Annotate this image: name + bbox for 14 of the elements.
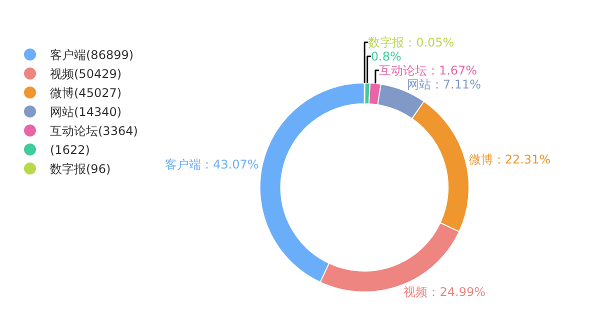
legend-label: 客户端(86899) (50, 48, 134, 62)
legend-label: 视频(50429) (50, 67, 122, 82)
data-label: 视频：24.99% (404, 284, 486, 299)
data-label: 客户端：43.07% (165, 157, 259, 172)
data-label: 0.8% (370, 49, 402, 64)
data-label: 数字报：0.05% (368, 35, 454, 50)
legend-label: 互动论坛(3364) (50, 124, 138, 138)
legend-label: 数字报(96) (50, 162, 111, 176)
data-label: 微博：22.31% (468, 152, 551, 167)
legend-label: (1622) (50, 143, 90, 158)
legend-label: 网站(14340) (50, 105, 122, 120)
data-label: 互动论坛：1.67% (378, 63, 478, 78)
data-label: 网站：7.11% (406, 77, 481, 92)
legend-label: 微博(45027) (50, 86, 122, 100)
